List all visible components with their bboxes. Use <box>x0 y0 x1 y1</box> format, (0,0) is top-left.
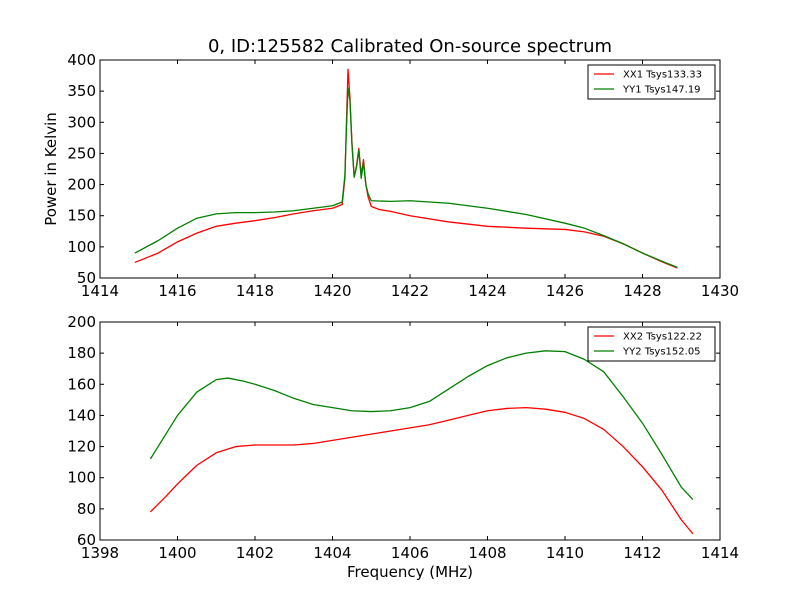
figure-title: 0, ID:125582 Calibrated On-source spectr… <box>208 36 612 57</box>
y-tick-label: 60 <box>77 531 96 549</box>
x-tick-label: 1430 <box>701 282 739 300</box>
subplot-top-legend: XX1 Tsys133.33 YY1 Tsys147.19 <box>587 64 716 100</box>
subplot-top-ticks: 1414 1416 1418 1420 1422 1424 1426 1428 1430 50 10… <box>67 51 739 300</box>
x-tick-label: 1424 <box>468 282 506 300</box>
legend-label-yy2: YY2 Tsys152.05 <box>622 347 701 358</box>
series-line-yy1 <box>134 87 678 269</box>
y-tick-label: 150 <box>67 207 96 225</box>
x-tick-label: 1398 <box>81 544 119 562</box>
subplot-bottom: 1398 1400 1402 1404 1406 1408 1410 1412 1414 60 80… <box>67 313 739 562</box>
y-tick-label: 180 <box>67 344 96 362</box>
x-tick-label: 1414 <box>701 544 739 562</box>
y-tick-label: 100 <box>67 469 96 487</box>
y-axis-label: Power in Kelvin <box>42 112 60 226</box>
x-tick-label: 1422 <box>391 282 429 300</box>
y-tick-label: 160 <box>67 375 96 393</box>
y-tick-label: 300 <box>67 113 96 131</box>
subplot-bottom-lines <box>149 350 694 535</box>
subplot-top: 1414 1416 1418 1420 1422 1424 1426 1428 1430 50 10… <box>67 51 739 300</box>
legend-label-xx2: XX2 Tsys122.22 <box>623 332 702 343</box>
x-tick-label: 1410 <box>546 544 584 562</box>
x-tick-label: 1418 <box>236 282 274 300</box>
y-tick-label: 200 <box>67 176 96 194</box>
subplot-top-lines <box>134 68 678 269</box>
subplot-top-frame <box>99 59 721 279</box>
x-tick-label: 1420 <box>313 282 351 300</box>
x-tick-label: 1428 <box>623 282 661 300</box>
y-tick-label: 100 <box>67 238 96 256</box>
x-tick-label: 1400 <box>158 544 196 562</box>
y-tick-label: 120 <box>67 438 96 456</box>
subplot-bottom-frame <box>99 321 721 541</box>
x-tick-label: 1416 <box>158 282 196 300</box>
series-line-xx2 <box>149 406 694 535</box>
subplot-bottom-legend: XX2 Tsys122.22 YY2 Tsys152.05 <box>587 326 716 362</box>
x-tick-label: 1402 <box>236 544 274 562</box>
legend-box <box>587 64 716 100</box>
legend-label-xx1: XX1 Tsys133.33 <box>623 70 702 81</box>
x-axis-label: Frequency (MHz) <box>347 563 473 581</box>
series-line-yy2 <box>149 350 694 500</box>
legend-box <box>587 326 716 362</box>
y-tick-label: 200 <box>67 313 96 331</box>
series-line-xx1 <box>134 68 678 269</box>
y-tick-label: 350 <box>67 82 96 100</box>
x-tick-label: 1426 <box>546 282 584 300</box>
y-tick-label: 250 <box>67 144 96 162</box>
y-tick-label: 400 <box>67 51 96 69</box>
x-tick-label: 1414 <box>81 282 119 300</box>
legend-label-yy1: YY1 Tsys147.19 <box>622 85 701 96</box>
x-tick-label: 1406 <box>391 544 429 562</box>
y-tick-label: 50 <box>77 269 96 287</box>
y-tick-label: 140 <box>67 406 96 424</box>
x-tick-label: 1412 <box>623 544 661 562</box>
x-tick-label: 1404 <box>313 544 351 562</box>
y-tick-label: 80 <box>77 500 96 518</box>
x-tick-label: 1408 <box>468 544 506 562</box>
